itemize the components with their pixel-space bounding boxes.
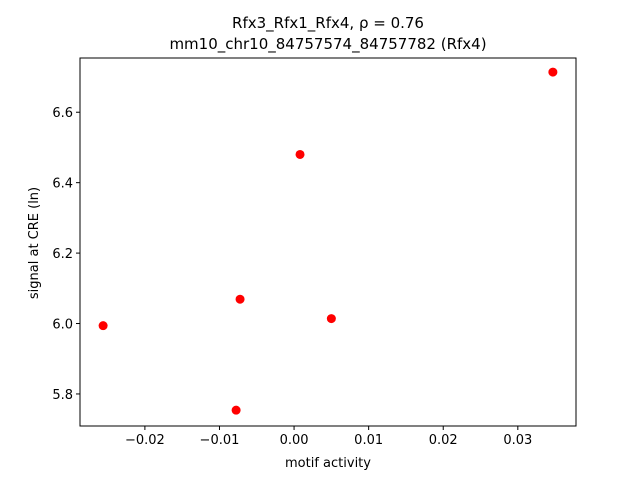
- y-tick-label: 6.6: [52, 106, 73, 121]
- point: [548, 67, 558, 77]
- point: [98, 321, 108, 331]
- x-tick-label: 0.02: [429, 433, 458, 448]
- point: [235, 294, 245, 304]
- y-axis-label: signal at CRE (ln): [27, 187, 42, 299]
- x-tick-label: −0.02: [125, 433, 165, 448]
- point: [295, 149, 305, 159]
- chart-title: Rfx3_Rfx1_Rfx4, ρ = 0.76: [232, 14, 424, 33]
- x-axis-label: motif activity: [285, 456, 371, 471]
- y-tick-label: 5.8: [52, 388, 73, 403]
- x-tick-label: 0.00: [280, 433, 309, 448]
- chart-subtitle: mm10_chr10_84757574_84757782 (Rfx4): [169, 35, 486, 54]
- x-tick-label: 0.03: [503, 433, 532, 448]
- y-tick-label: 6.2: [52, 247, 73, 262]
- x-tick-label: −0.01: [200, 433, 240, 448]
- plot-frame: [79, 57, 577, 427]
- y-tick-label: 6.4: [52, 177, 73, 192]
- y-tick-label: 6.0: [52, 318, 73, 333]
- point: [231, 405, 241, 415]
- x-tick-label: 0.01: [354, 433, 383, 448]
- point: [326, 314, 336, 324]
